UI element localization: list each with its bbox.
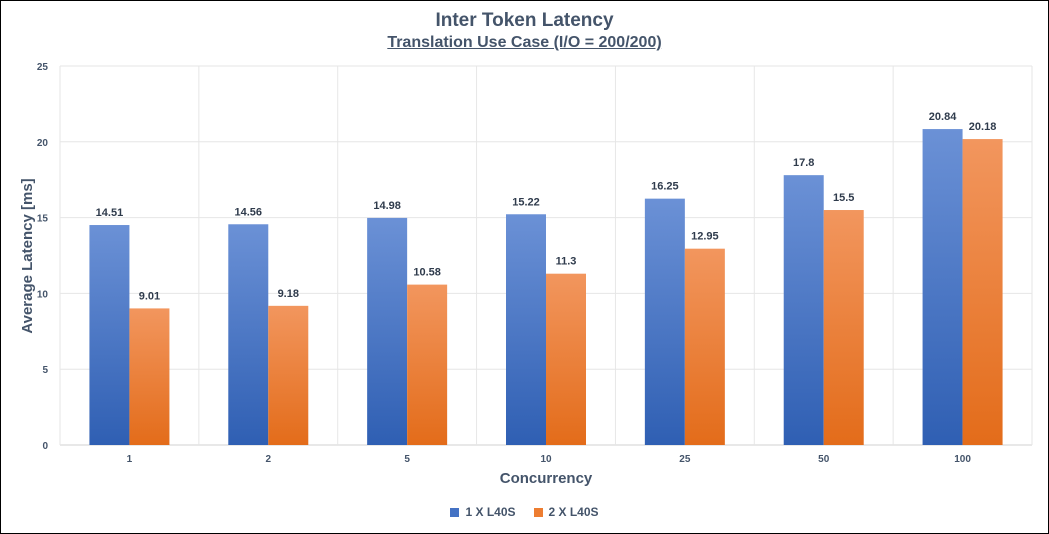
data-label-series-1-25: 16.25 [651, 181, 679, 193]
x-axis-title: Concurrency [500, 470, 593, 487]
x-tick-label: 2 [266, 454, 272, 465]
bar-series-2-10 [546, 273, 586, 445]
x-tick-label: 100 [954, 454, 971, 465]
legend-item-series-2: 2 X L40S [533, 505, 599, 519]
bar-series-2-5 [407, 284, 448, 445]
bar-series-1-1 [89, 225, 130, 445]
chart-subtitle: Translation Use Case (I/O = 200/200) [387, 34, 662, 51]
legend-label-series-1: 1 X L40S [465, 505, 516, 519]
data-label-series-1-10: 15.22 [512, 196, 540, 208]
bar-series-1-10 [506, 214, 546, 445]
data-label-series-1-50: 17.8 [793, 157, 814, 169]
data-label-series-1-100: 20.84 [929, 111, 957, 123]
x-tick-label: 5 [404, 454, 410, 465]
data-label-series-2-1: 9.01 [139, 290, 160, 302]
chart-title: Inter Token Latency [435, 10, 614, 31]
bar-series-1-25 [644, 198, 685, 445]
bar-series-1-2 [228, 224, 269, 445]
y-tick-label: 0 [42, 441, 48, 452]
legend: 1 X L40S 2 X L40S [0, 505, 1049, 519]
bar-series-2-2 [268, 305, 309, 445]
x-tick-label: 10 [540, 454, 552, 465]
y-tick-label: 5 [42, 365, 48, 376]
data-label-series-2-50: 15.5 [833, 192, 854, 204]
y-tick-label: 15 [37, 214, 49, 225]
bar-series-2-1 [129, 308, 170, 445]
data-label-series-2-100: 20.18 [969, 121, 997, 133]
x-tick-label: 25 [679, 454, 691, 465]
data-label-series-2-25: 12.95 [691, 231, 719, 243]
bar-series-2-50 [823, 210, 864, 445]
data-label-series-1-1: 14.51 [96, 207, 124, 219]
bar-series-2-100 [962, 139, 1003, 445]
legend-label-series-2: 2 X L40S [548, 505, 599, 519]
y-tick-label: 10 [37, 289, 49, 300]
x-tick-label: 1 [127, 454, 133, 465]
y-tick-label: 25 [37, 62, 49, 73]
data-label-series-2-2: 9.18 [278, 288, 299, 300]
legend-item-series-1: 1 X L40S [450, 505, 516, 519]
data-label-series-2-10: 11.3 [556, 256, 577, 268]
y-tick-label: 20 [37, 138, 49, 149]
data-label-series-1-2: 14.56 [235, 206, 263, 218]
legend-swatch-orange [533, 507, 543, 517]
data-label-series-2-5: 10.58 [413, 267, 441, 279]
x-tick-label: 50 [818, 454, 830, 465]
y-axis-title: Average Latency [ms] [19, 178, 36, 333]
bar-series-1-100 [922, 129, 963, 445]
bar-series-1-50 [783, 175, 824, 446]
legend-swatch-blue [450, 507, 460, 517]
bar-series-2-25 [684, 248, 725, 445]
bar-series-1-5 [367, 217, 408, 445]
data-label-series-1-5: 14.98 [373, 200, 401, 212]
